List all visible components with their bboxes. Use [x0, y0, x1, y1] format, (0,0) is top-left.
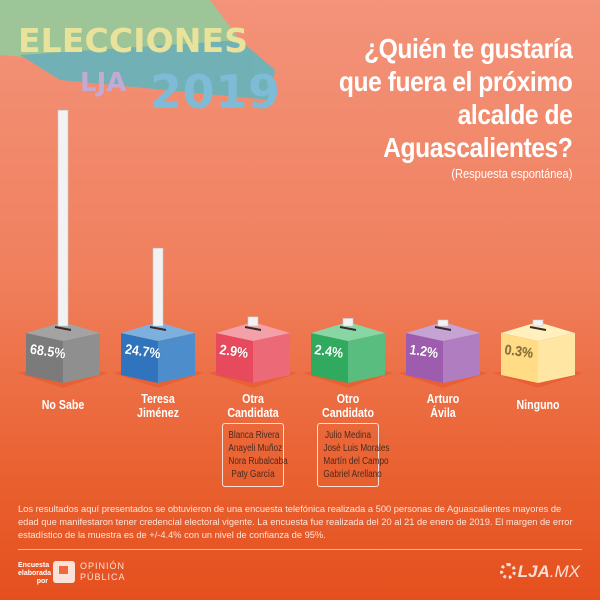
box-front-left	[406, 333, 443, 383]
box-top	[501, 322, 575, 341]
candidate-name: Nora Rubalcaba	[228, 456, 288, 467]
title-line: ¿Quién te gustaría	[363, 33, 573, 64]
category-label-line: Otro	[336, 392, 360, 406]
category-label: Otro Candidato	[310, 392, 387, 420]
ballot-slot	[54, 326, 72, 331]
box-front-right	[443, 333, 480, 383]
publica-text: PÚBLICA	[80, 572, 126, 582]
opinion-publica-logo-icon	[53, 561, 75, 583]
category-label-line: No Sabe	[41, 398, 85, 412]
box-front-left	[311, 333, 348, 383]
category-label-line: Ninguno	[516, 398, 560, 412]
ballot-slot	[149, 326, 167, 331]
box-top	[26, 322, 100, 341]
ballot-stack	[532, 319, 544, 327]
category-label-line: Arturo	[426, 392, 460, 406]
ballot-slot	[529, 326, 547, 331]
title-line: Aguascalientes?	[382, 132, 573, 163]
opinion-publica-logo: OPINIÓN PÚBLICA	[80, 561, 126, 583]
candidate-name: Paty García	[231, 469, 275, 480]
ballot-slot	[434, 326, 452, 331]
lja-text: LJA	[517, 562, 550, 581]
box-front-right	[253, 333, 290, 383]
title-line: que fuera el próximo	[338, 66, 572, 97]
category-label-line: Candidata	[227, 406, 279, 420]
ballot-slot	[339, 326, 357, 331]
mx-text: .MX	[549, 562, 580, 581]
candidate-name: Martín del Campo	[323, 456, 389, 467]
opinion-text: OPINIÓN	[80, 561, 126, 571]
candidate-name: José Luis Morales	[323, 443, 390, 454]
box-top	[311, 322, 385, 341]
divider	[18, 549, 582, 550]
box-top	[121, 322, 195, 341]
logo-elecciones: ELECCIONES	[18, 21, 248, 60]
category-label: No Sabe	[25, 398, 102, 412]
category-label-line: Candidato	[322, 406, 374, 420]
candidate-name: Anayeli Muñoz	[228, 443, 283, 454]
ballot-stack	[247, 316, 259, 327]
box-front-right	[63, 333, 100, 383]
category-label-line: Otra	[242, 392, 264, 406]
logo-2019: 2019	[150, 65, 280, 119]
box-front-left	[121, 333, 158, 383]
category-label: Otra Candidata	[215, 392, 292, 420]
otra-candidata-names: Blanca Rivera Anayeli Muñoz Nora Rubalca…	[222, 423, 288, 487]
by-line: Encuesta	[18, 562, 50, 569]
candidate-name: Gabriel Arellano	[323, 469, 382, 480]
candidate-name: Blanca Rivera	[228, 430, 280, 441]
ballot-stack	[57, 109, 69, 327]
ballot-stack	[437, 319, 449, 327]
ballot-slot	[244, 326, 262, 331]
category-label: Arturo Ávila	[405, 392, 482, 420]
category-label: Teresa Jiménez	[120, 392, 197, 420]
methodology-note: Los resultados aquí presentados se obtuv…	[18, 504, 573, 540]
survey-by-label: Encuesta elaborada por	[18, 562, 52, 586]
by-line: elaborada	[18, 570, 52, 577]
category-label-line: Teresa	[141, 392, 175, 406]
page-title: ¿Quién te gustaría que fuera el próximo …	[338, 32, 572, 164]
elecciones-lja-2019-logo: ELECCIONES LJA 2019	[0, 0, 280, 119]
sun-icon	[499, 563, 516, 579]
category-label: Ninguno	[500, 398, 577, 412]
by-line: por	[36, 578, 48, 585]
box-front-right	[538, 333, 575, 383]
lja-mx-logo: LJA.MX	[499, 562, 580, 582]
otro-candidato-names: Julio Medina José Luis Morales Martín de…	[317, 423, 390, 487]
box-front-right	[158, 333, 195, 383]
ballot-stack	[342, 318, 354, 327]
box-front-right	[348, 333, 385, 383]
category-label-line: Jiménez	[137, 406, 179, 420]
box-front-left	[26, 333, 63, 383]
ballot-stack	[152, 247, 164, 327]
subtitle: (Respuesta espontánea)	[450, 166, 572, 181]
candidate-name: Julio Medina	[324, 430, 372, 441]
box-front-left	[501, 333, 538, 383]
box-top	[216, 322, 290, 341]
logo-lja: LJA	[80, 68, 126, 98]
box-top	[406, 322, 480, 341]
category-label-line: Ávila	[430, 406, 456, 420]
title-line: alcalde de	[457, 99, 572, 130]
box-front-left	[216, 333, 253, 383]
